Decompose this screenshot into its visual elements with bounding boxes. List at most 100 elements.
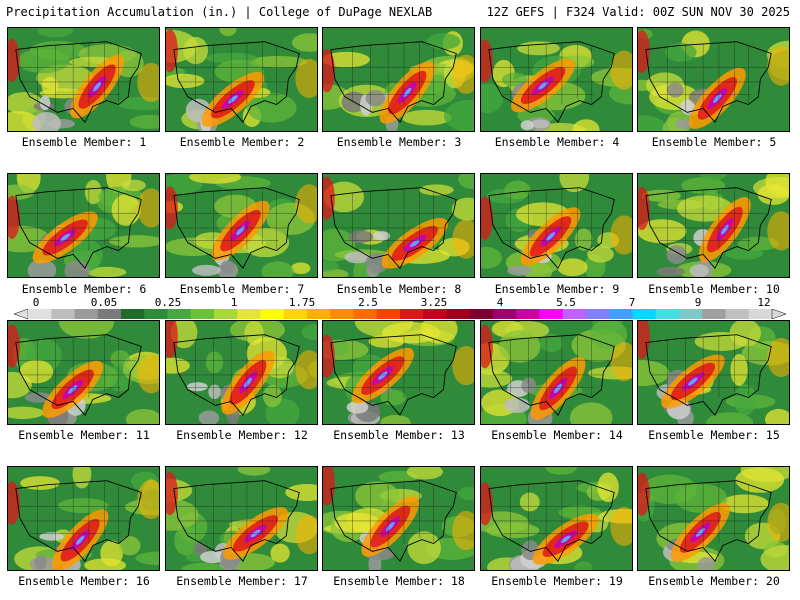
ensemble-map-panel (322, 320, 475, 425)
ensemble-map-panel (7, 320, 160, 425)
precip-map (481, 174, 632, 277)
colorbar-tick-label: 3.25 (420, 296, 448, 309)
colorbar-tick-label: 9 (694, 296, 702, 309)
colorbar-tick-label: 0.25 (154, 296, 182, 309)
colorbar-swatch (423, 309, 447, 319)
colorbar-swatch (493, 309, 517, 319)
precip-map (638, 321, 789, 424)
colorbar-tick-label: 0 (32, 296, 40, 309)
member-caption: Ensemble Member: 10 (648, 282, 780, 296)
colorbar-swatch (702, 309, 726, 319)
precip-map (8, 321, 159, 424)
colorbar-swatch (446, 309, 471, 319)
colorbar-tick-label: 1.75 (288, 296, 316, 309)
ensemble-map-panel (637, 27, 790, 132)
member-caption: Ensemble Member: 14 (491, 428, 623, 442)
ensemble-map-panel (165, 27, 318, 132)
colorbar (14, 309, 786, 319)
member-caption: Ensemble Member: 1 (21, 135, 147, 149)
member-caption: Ensemble Member: 19 (491, 574, 623, 588)
precip-map (8, 174, 159, 277)
colorbar-max-arrow (771, 309, 786, 319)
member-caption: Ensemble Member: 11 (18, 428, 150, 442)
colorbar-tick-label: 12 (757, 296, 771, 309)
precip-map (481, 467, 632, 570)
colorbar-swatch (97, 309, 122, 319)
member-caption: Ensemble Member: 15 (648, 428, 780, 442)
colorbar-tick-label: 7 (628, 296, 636, 309)
map-title: Precipitation Accumulation (in.) | Colle… (6, 5, 433, 19)
ensemble-map-panel (637, 320, 790, 425)
member-caption: Ensemble Member: 3 (336, 135, 462, 149)
ensemble-map-panel (7, 27, 160, 132)
colorbar-swatch (353, 309, 378, 319)
precip-map (166, 174, 317, 277)
colorbar-swatch (516, 309, 540, 319)
member-caption: Ensemble Member: 8 (336, 282, 462, 296)
ensemble-map-panel (322, 466, 475, 571)
colorbar-swatch (260, 309, 285, 319)
ensemble-map-panel (7, 466, 160, 571)
colorbar-swatch (539, 309, 564, 319)
colorbar-min-arrow (14, 309, 29, 319)
precip-map (8, 28, 159, 131)
ensemble-map-panel (165, 173, 318, 278)
colorbar-tick-label: 1 (230, 296, 238, 309)
member-caption: Ensemble Member: 12 (176, 428, 308, 442)
colorbar-swatch (400, 309, 424, 319)
ensemble-map-panel (322, 173, 475, 278)
precip-map (638, 467, 789, 570)
colorbar-swatch (74, 309, 99, 319)
precip-map (323, 467, 474, 570)
member-caption: Ensemble Member: 6 (21, 282, 147, 296)
precip-map (638, 28, 789, 131)
colorbar-swatch (214, 309, 238, 319)
precip-map (481, 28, 632, 131)
ensemble-map-panel (7, 173, 160, 278)
colorbar-swatch (679, 309, 703, 319)
colorbar-swatch (376, 309, 401, 319)
member-caption: Ensemble Member: 2 (179, 135, 305, 149)
member-caption: Ensemble Member: 9 (494, 282, 620, 296)
run-valid-time: 12Z GEFS | F324 Valid: 00Z SUN NOV 30 20… (486, 5, 790, 19)
precip-map (166, 321, 317, 424)
colorbar-swatch (655, 309, 680, 319)
precip-map (323, 321, 474, 424)
member-caption: Ensemble Member: 20 (648, 574, 780, 588)
member-caption: Ensemble Member: 13 (333, 428, 465, 442)
ensemble-map-panel (480, 27, 633, 132)
member-caption: Ensemble Member: 4 (494, 135, 620, 149)
member-caption: Ensemble Member: 5 (651, 135, 777, 149)
colorbar-swatch (330, 309, 354, 319)
colorbar-swatch (307, 309, 331, 319)
colorbar-tick-label: 0.05 (90, 296, 118, 309)
ensemble-map-panel (637, 173, 790, 278)
colorbar-swatch (121, 309, 145, 319)
ensemble-map-panel (165, 320, 318, 425)
ensemble-map-panel (322, 27, 475, 132)
colorbar-swatch (586, 309, 610, 319)
colorbar-swatch (609, 309, 633, 319)
colorbar-swatch (283, 309, 308, 319)
precip-map (323, 174, 474, 277)
colorbar-swatch (562, 309, 587, 319)
colorbar-swatch (725, 309, 750, 319)
header: Precipitation Accumulation (in.) | Colle… (0, 0, 800, 24)
precip-map (8, 467, 159, 570)
colorbar-swatch (748, 309, 773, 319)
colorbar-swatch (144, 309, 168, 319)
colorbar-swatch (632, 309, 657, 319)
ensemble-map-panel (480, 173, 633, 278)
precip-map (638, 174, 789, 277)
ensemble-map-panel (165, 466, 318, 571)
member-caption: Ensemble Member: 7 (179, 282, 305, 296)
ensemble-map-panel (480, 320, 633, 425)
precip-map (166, 28, 317, 131)
ensemble-map-panel (637, 466, 790, 571)
member-caption: Ensemble Member: 18 (333, 574, 465, 588)
member-caption: Ensemble Member: 17 (176, 574, 308, 588)
colorbar-tick-label: 5.5 (556, 296, 576, 309)
colorbar-swatch (469, 309, 494, 319)
precip-map (481, 321, 632, 424)
colorbar-swatch (28, 309, 52, 319)
